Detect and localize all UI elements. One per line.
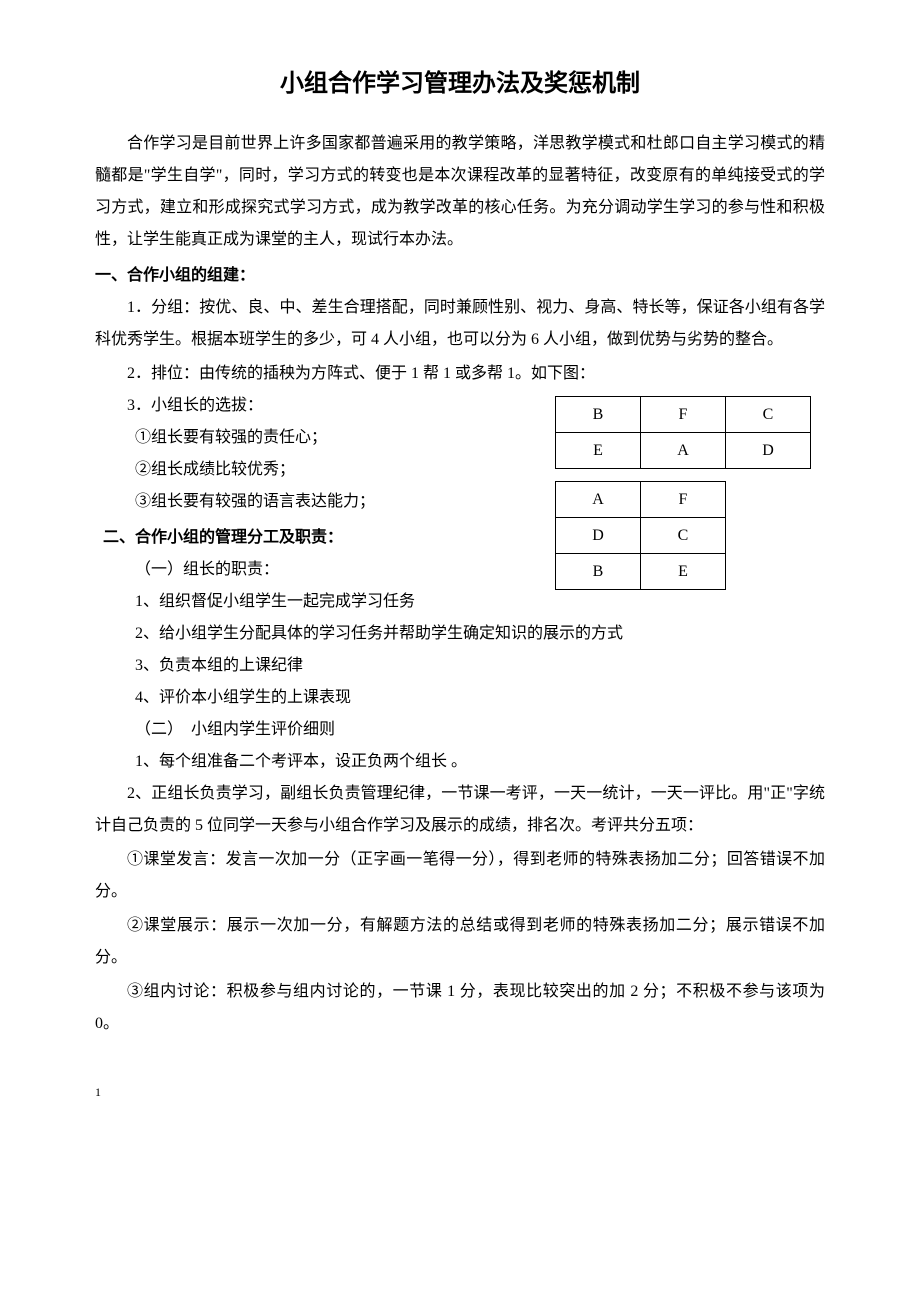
seat-cell: D — [556, 518, 641, 554]
section-2-b2: 2、正组长负责学习，副组长负责管理纪律，一节课一考评，一天一统计，一天一评比。用… — [95, 778, 825, 842]
section-1-heading: 一、合作小组的组建： — [95, 260, 825, 292]
section-2-c1: ①课堂发言：发言一次加一分（正字画一笔得一分），得到老师的特殊表扬加二分；回答错… — [95, 844, 825, 908]
seat-cell: E — [556, 433, 641, 469]
seat-cell: E — [641, 554, 726, 590]
section-2-c2: ②课堂展示：展示一次加一分，有解题方法的总结或得到老师的特殊表扬加二分；展示错误… — [95, 910, 825, 974]
page-number: 1 — [95, 1080, 825, 1104]
table-row: A F — [556, 482, 726, 518]
table-row: B E — [556, 554, 726, 590]
section-2-sub-b: （二） 小组内学生评价细则 — [95, 714, 825, 746]
page-title: 小组合作学习管理办法及奖惩机制 — [95, 60, 825, 108]
table-row: D C — [556, 518, 726, 554]
seating-tables: B F C E A D A F D C B E — [555, 396, 825, 602]
seat-cell: C — [726, 397, 811, 433]
section-2-c3: ③组内讨论：积极参与组内讨论的，一节课 1 分，表现比较突出的加 2 分；不积极… — [95, 976, 825, 1040]
section-2-b1: 1、每个组准备二个考评本，设正负两个组长 。 — [95, 746, 825, 778]
section-2-a3: 3、负责本组的上课纪律 — [95, 650, 825, 682]
intro-paragraph: 合作学习是目前世界上许多国家都普遍采用的教学策略，洋思教学模式和杜郎口自主学习模… — [95, 128, 825, 256]
seat-cell: F — [641, 397, 726, 433]
seating-table-1: B F C E A D — [555, 396, 811, 469]
seat-cell: D — [726, 433, 811, 469]
section-2-a2: 2、给小组学生分配具体的学习任务并帮助学生确定知识的展示的方式 — [95, 618, 825, 650]
seat-cell: F — [641, 482, 726, 518]
table-row: B F C — [556, 397, 811, 433]
seat-cell: A — [556, 482, 641, 518]
section-2-a4: 4、评价本小组学生的上课表现 — [95, 682, 825, 714]
seat-cell: A — [641, 433, 726, 469]
section-1-item-1: 1．分组：按优、良、中、差生合理搭配，同时兼顾性别、视力、身高、特长等，保证各小… — [95, 292, 825, 356]
seat-cell: C — [641, 518, 726, 554]
seat-cell: B — [556, 397, 641, 433]
seating-table-2: A F D C B E — [555, 481, 726, 590]
table-row: E A D — [556, 433, 811, 469]
seat-cell: B — [556, 554, 641, 590]
float-section: B F C E A D A F D C B E 3．小组 — [95, 390, 825, 618]
section-1-item-2: 2．排位：由传统的插秧为方阵式、便于 1 帮 1 或多帮 1。如下图： — [95, 358, 825, 390]
